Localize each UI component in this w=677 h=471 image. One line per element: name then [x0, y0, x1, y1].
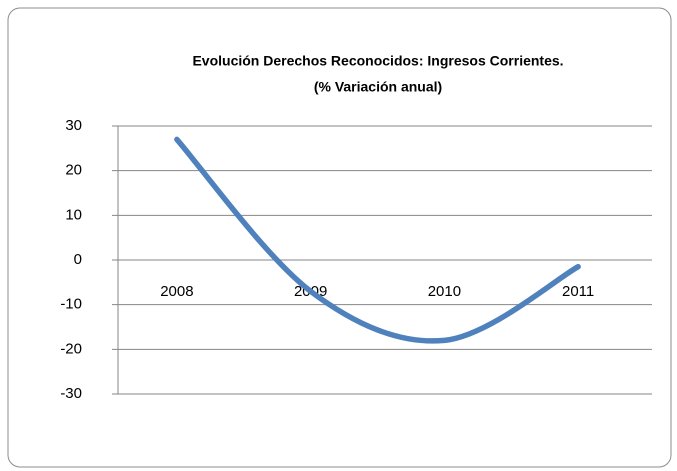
y-tick-label: 0: [74, 251, 82, 268]
chart-title: Evolución Derechos Reconocidos: Ingresos…: [192, 53, 563, 69]
y-tick-label: 30: [65, 117, 82, 134]
x-tick-label: 2008: [160, 283, 193, 300]
y-tick-label: 20: [65, 162, 82, 179]
y-tick-label: -20: [60, 340, 82, 357]
chart-subtitle: (% Variación anual): [314, 79, 442, 95]
chart-border: [7, 7, 672, 468]
line-series: [174, 136, 581, 344]
x-tick-label: 2010: [428, 283, 461, 300]
y-tick-label: -10: [60, 296, 82, 313]
y-tick-label: 10: [65, 206, 82, 223]
y-tick-label: -30: [60, 385, 82, 402]
x-tick-label: 2011: [562, 283, 594, 300]
